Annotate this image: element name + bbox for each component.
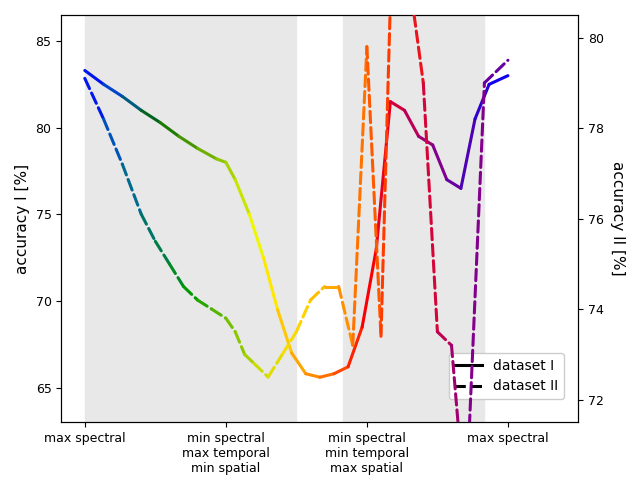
- Bar: [344, 15, 484, 422]
- Bar: [84, 15, 296, 422]
- Y-axis label: accuracy I [%]: accuracy I [%]: [15, 164, 30, 274]
- Legend: dataset I, dataset II: dataset I, dataset II: [449, 353, 564, 399]
- Y-axis label: accuracy II [%]: accuracy II [%]: [610, 161, 625, 276]
